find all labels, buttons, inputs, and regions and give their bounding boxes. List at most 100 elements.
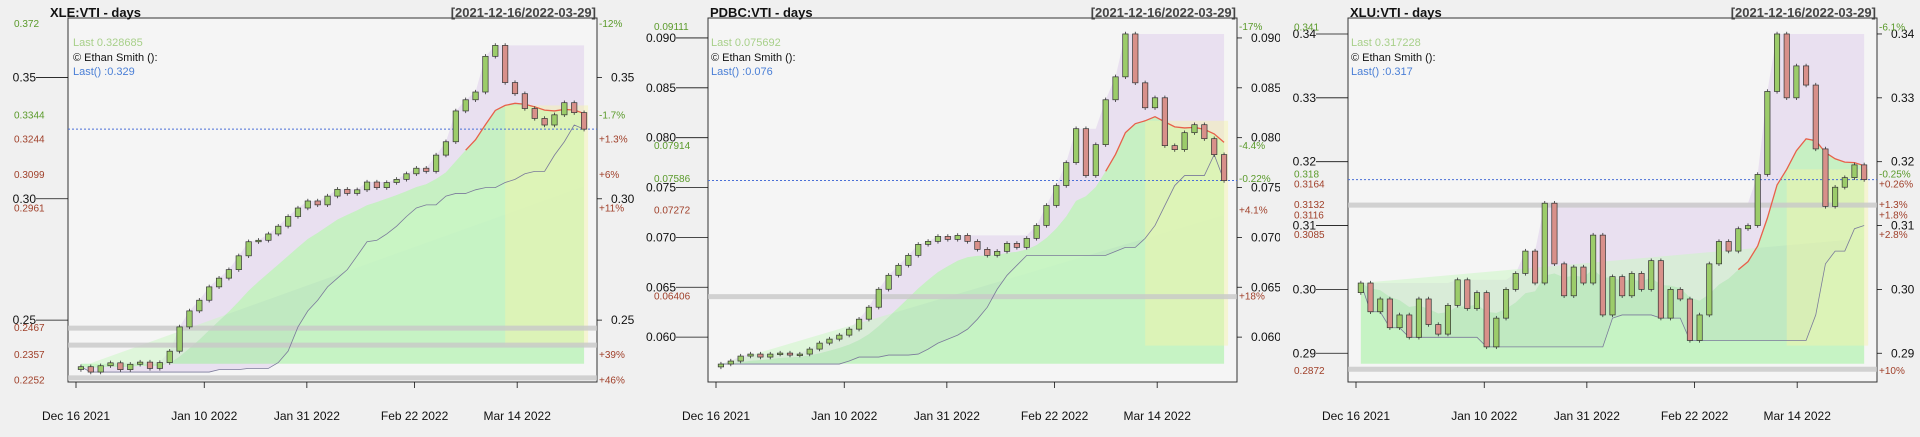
chart-panel-xle: XLE:VTI - days [2021-12-16/2022-03-29] Las…	[0, 0, 640, 432]
candle	[737, 355, 744, 362]
candle	[1063, 162, 1070, 186]
candle	[492, 45, 499, 57]
candle	[1590, 234, 1597, 284]
left-level-label: 0.3244	[14, 135, 45, 146]
right-tick-label: 0.30	[611, 192, 635, 206]
left-level-label: 0.07272	[654, 205, 691, 216]
left-level-label: 0.07914	[654, 141, 691, 152]
candle	[1706, 263, 1713, 316]
candle	[1715, 241, 1722, 265]
candle	[1677, 289, 1684, 300]
candle	[865, 306, 872, 320]
candle	[1473, 292, 1481, 309]
candle	[373, 181, 380, 188]
candle	[156, 362, 163, 369]
left-level-label: 0.06406	[654, 292, 691, 303]
candle	[87, 366, 94, 373]
candle	[1425, 298, 1432, 325]
candle	[1628, 273, 1635, 297]
candle	[97, 365, 104, 373]
left-tick-label: 0.30	[1293, 282, 1317, 296]
x-tick-label: Jan 10 2022	[811, 409, 877, 423]
candle	[925, 241, 932, 245]
candle	[1003, 243, 1011, 252]
candle	[1377, 298, 1384, 313]
candle	[1464, 279, 1471, 309]
left-level-label: 0.3132	[1294, 200, 1325, 211]
candle	[344, 188, 351, 194]
candle	[1841, 177, 1848, 188]
candle	[186, 310, 193, 328]
legend-author: © Ethan Smith ():	[711, 52, 796, 64]
right-level-label: +1.3%	[1879, 200, 1908, 211]
right-level-label: -0.22%	[1239, 174, 1271, 185]
chart-title: XLE:VTI - days	[50, 5, 141, 20]
chart-xlu-vti: XLU:VTI - days [2021-12-16/2022-03-29] Las…	[1293, 5, 1915, 423]
right-level-label: +18%	[1239, 292, 1265, 303]
candle	[1367, 282, 1374, 313]
left-tick-label: 0.060	[646, 330, 676, 344]
candle	[1764, 91, 1771, 175]
candle	[964, 235, 971, 242]
candle	[1161, 97, 1168, 146]
candle	[1725, 241, 1732, 252]
right-tick-label: 0.075	[1251, 181, 1280, 195]
legend-last: Last 0.328685	[73, 37, 143, 49]
recent-tint	[505, 105, 589, 346]
candle	[1396, 314, 1403, 329]
left-level-label: 0.318	[1294, 169, 1319, 180]
right-tick-label: 0.080	[1251, 131, 1280, 145]
right-tick-label: 0.065	[1251, 280, 1280, 294]
candle	[1570, 266, 1577, 297]
candle	[1082, 128, 1090, 176]
candle	[77, 366, 84, 370]
candle	[137, 361, 144, 365]
right-tick-label: 0.33	[1891, 91, 1915, 105]
candle	[521, 93, 528, 109]
right-level-label: +6%	[599, 170, 619, 181]
left-tick-label: 0.29	[1293, 346, 1317, 360]
trend-fan	[720, 116, 1225, 365]
candle	[875, 288, 882, 308]
trailing-line	[80, 124, 585, 373]
right-level-label: +46%	[599, 375, 625, 386]
candle	[314, 200, 321, 206]
left-level-label: 0.3085	[1294, 230, 1325, 241]
candle	[1599, 234, 1606, 316]
right-level-label: +2.8%	[1879, 230, 1908, 241]
support-band	[708, 294, 1237, 300]
legend-author: © Ethan Smith ():	[1351, 52, 1436, 64]
candle	[1503, 289, 1510, 319]
right-tick-label: 0.31	[1891, 219, 1915, 233]
candle	[462, 99, 469, 112]
left-level-label: 0.07586	[654, 174, 691, 185]
left-level-label: 0.3099	[14, 170, 45, 181]
candle	[1667, 289, 1674, 319]
candle	[1102, 99, 1109, 146]
x-tick-label: Jan 31 2022	[914, 409, 980, 423]
left-level-label: 0.341	[1294, 23, 1319, 34]
x-tick-label: Mar 14 2022	[483, 409, 551, 423]
candle	[767, 353, 774, 358]
right-level-label: -0.25%	[1879, 169, 1911, 180]
candle	[757, 353, 764, 358]
x-tick-label: Dec 16 2021	[42, 409, 110, 423]
support-band	[68, 375, 597, 381]
right-tick-label: 0.35	[611, 70, 635, 84]
candle	[334, 188, 341, 197]
candle	[571, 102, 578, 113]
x-tick-label: Dec 16 2021	[682, 409, 750, 423]
left-level-label: 0.372	[14, 19, 39, 30]
left-tick-label: 0.32	[1293, 155, 1317, 169]
candle	[1386, 298, 1393, 329]
right-level-label: +0.26%	[1879, 180, 1913, 191]
candle	[806, 348, 813, 355]
trend-fill	[1360, 138, 1865, 364]
candle	[196, 299, 203, 312]
right-tick-label: 0.060	[1251, 330, 1280, 344]
left-tick-label: 0.34	[1293, 27, 1317, 41]
candle	[1151, 97, 1159, 109]
x-tick-label: Jan 10 2022	[1451, 409, 1517, 423]
right-tick-label: 0.32	[1891, 155, 1915, 169]
right-tick-label: 0.34	[1891, 27, 1915, 41]
